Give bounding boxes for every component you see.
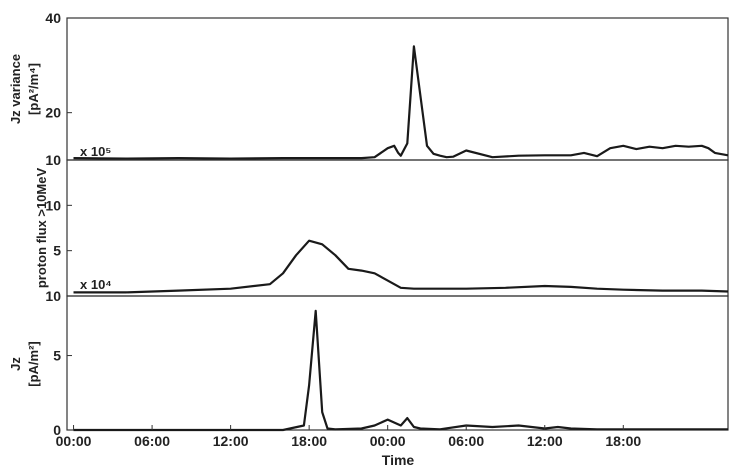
panel-3-frame: [66, 295, 729, 431]
panel-jz: 05 00:00 06:00 12:00 18:00 00:00 06:00 12:00 18…: [8, 295, 729, 468]
x-axis-ticks: 00:00 06:00 12:00 18:00 00:00 06:00 12:00 18:00: [56, 425, 641, 449]
y-tick-label: 0: [53, 422, 61, 438]
x-tick-label: 00:00: [56, 433, 92, 449]
panel-3-ylabel-line-1: Jz: [8, 357, 23, 371]
y-tick-label: 40: [45, 10, 61, 26]
panel-1-y-ticks: 10 20 40: [45, 10, 72, 168]
proton-flux-line: [73, 239, 729, 294]
y-tick-label: 5: [53, 243, 61, 259]
panel-3-ylabel: Jz [pA/m²]: [8, 341, 41, 387]
panel-1-ylabel: Jz variance [pA²/m⁴]: [8, 54, 41, 124]
panel-2-ylabel-line-1: proton flux >10MeV: [34, 168, 49, 289]
x-tick-label: 12:00: [213, 433, 249, 449]
x-axis-label: Time: [382, 452, 415, 468]
panel-jz-variance: 10 20 40 x 10⁵ Jz variance [pA²/m⁴]: [8, 10, 729, 168]
x-tick-label: 00:00: [370, 433, 406, 449]
panel-3-y-ticks: 05: [53, 348, 72, 438]
panel-proton-flux: 10 5 10 x 10⁴ proton flux >10MeV: [34, 159, 729, 304]
jz-line: [73, 309, 728, 432]
panel-1-frame: [66, 17, 729, 161]
y-tick-label: 10: [45, 288, 61, 304]
panel-2-multiplier: x 10⁴: [80, 277, 112, 292]
y-tick-label: 10: [45, 152, 61, 168]
x-tick-label: 12:00: [527, 433, 563, 449]
panel-3-ylabel-line-2: [pA/m²]: [26, 341, 41, 387]
panel-2-ylabel: proton flux >10MeV: [34, 168, 49, 289]
panel-1-multiplier: x 10⁵: [80, 144, 111, 159]
x-tick-label: 06:00: [448, 433, 484, 449]
x-tick-label: 06:00: [134, 433, 170, 449]
panel-1-ylabel-line-2: [pA²/m⁴]: [26, 63, 41, 115]
panel-1-ylabel-line-1: Jz variance: [8, 54, 23, 124]
y-tick-label: 5: [53, 348, 61, 364]
y-tick-label: 20: [45, 105, 61, 121]
x-tick-label: 18:00: [605, 433, 641, 449]
y-tick-label: 10: [45, 197, 61, 213]
x-tick-label: 18:00: [291, 433, 327, 449]
panel-2-frame: [66, 159, 729, 297]
jz-variance-line: [73, 45, 729, 160]
panel-2-y-ticks: 10 5 10: [45, 159, 72, 304]
